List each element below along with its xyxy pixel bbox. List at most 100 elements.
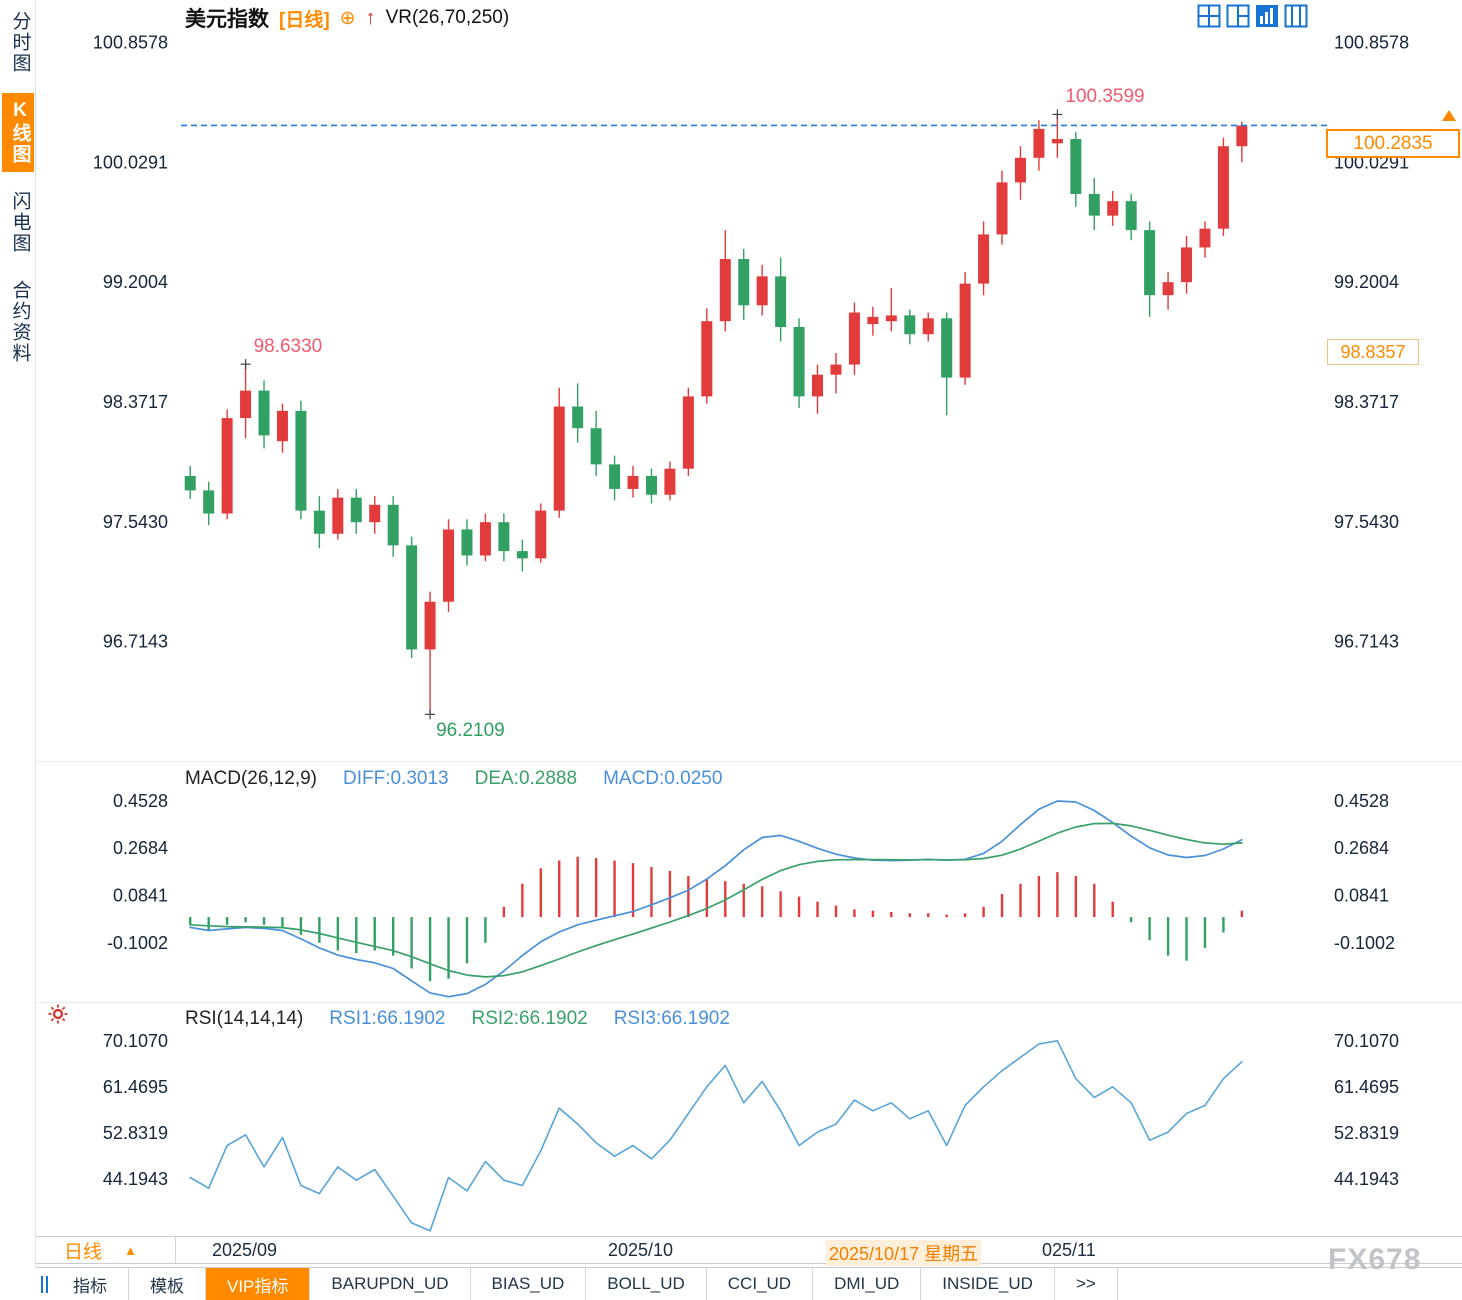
candle-body bbox=[867, 316, 879, 325]
reference-price-badge: 98.8357 bbox=[1327, 339, 1419, 365]
candle-body bbox=[941, 318, 953, 378]
time-axis-row: 日线 ▲ 2025/09 2025/10 2025/10/17 星期五 025/11 bbox=[36, 1236, 1462, 1266]
tab-drag-handle[interactable] bbox=[36, 1268, 52, 1300]
candle-body bbox=[922, 318, 934, 335]
candle-body bbox=[627, 475, 639, 489]
rsi2-value: RSI2:66.1902 bbox=[471, 1008, 588, 1029]
symbol-name: 美元指数 bbox=[185, 8, 269, 31]
candle-body bbox=[645, 475, 657, 495]
bottom-tab-6[interactable]: CCI_UD bbox=[707, 1268, 814, 1300]
axis-tick: 61.4695 bbox=[103, 1077, 168, 1097]
candle-body bbox=[830, 364, 842, 375]
axis-tick: 0.4528 bbox=[113, 791, 168, 811]
candle-body bbox=[756, 276, 768, 306]
candle-body bbox=[682, 396, 694, 469]
candle-body bbox=[812, 374, 824, 397]
candle-body bbox=[535, 510, 547, 559]
candle-body bbox=[1125, 201, 1137, 231]
indicator-line bbox=[189, 822, 1243, 978]
candle-body bbox=[959, 283, 971, 378]
axis-tick: -0.1002 bbox=[107, 933, 168, 953]
candle-body bbox=[793, 326, 805, 397]
sidebar-item-0[interactable]: 分时图 bbox=[9, 11, 31, 74]
axis-tick: 0.4528 bbox=[1334, 791, 1389, 811]
candle-body bbox=[1181, 247, 1193, 283]
candle-body bbox=[1070, 139, 1082, 194]
candle-body bbox=[258, 390, 270, 436]
sidebar-item-2[interactable]: 闪电图 bbox=[9, 191, 31, 254]
candle-body bbox=[1144, 230, 1156, 296]
axis-tick: 52.8319 bbox=[103, 1123, 168, 1143]
layout-quad-icon[interactable] bbox=[1197, 4, 1221, 28]
axis-tick: 100.0291 bbox=[93, 152, 168, 172]
up-arrow-icon: ↑ bbox=[365, 6, 376, 29]
axis-tick: 44.1943 bbox=[1334, 1169, 1399, 1189]
axis-tick: 0.0841 bbox=[113, 886, 168, 906]
candle-body bbox=[1088, 193, 1100, 216]
sidebar: 分时图 K线图闪电图合约资料 bbox=[0, 0, 36, 1268]
candle-body bbox=[664, 468, 676, 495]
chart-header: 美元指数 [日线] ⊕ ↑ VR(26,70,250) bbox=[185, 5, 510, 32]
candle-body bbox=[332, 497, 344, 534]
swing-high-annotation: 98.6330 bbox=[253, 336, 323, 358]
axis-tick: -0.1002 bbox=[1334, 933, 1395, 953]
candle-body bbox=[1236, 125, 1248, 147]
candle-body bbox=[701, 321, 713, 397]
bottom-tab-5[interactable]: BOLL_UD bbox=[586, 1268, 707, 1300]
candle-body bbox=[1107, 201, 1119, 216]
candle-body bbox=[498, 522, 510, 552]
layout-icon-group bbox=[1197, 4, 1308, 28]
bottom-tab-1[interactable]: 模板 bbox=[129, 1268, 206, 1300]
candle-body bbox=[848, 312, 860, 365]
candle-body bbox=[609, 464, 621, 489]
axis-tick: 97.5430 bbox=[1334, 512, 1399, 532]
scroll-latest-arrow-icon[interactable] bbox=[1442, 110, 1456, 121]
candle-body bbox=[240, 390, 252, 419]
last-price-badge: 100.2835 bbox=[1326, 129, 1460, 158]
macd-diff-value: DIFF:0.3013 bbox=[343, 768, 449, 789]
axis-tick: 70.1070 bbox=[1334, 1031, 1399, 1051]
candle-body bbox=[572, 406, 584, 429]
watermark: FX678 bbox=[1328, 1243, 1422, 1276]
indicator-hot-icon[interactable] bbox=[48, 1004, 68, 1029]
candle-body bbox=[1162, 282, 1174, 296]
axis-tick: 98.3717 bbox=[103, 392, 168, 412]
candle-body bbox=[885, 315, 897, 322]
panel-divider bbox=[36, 1002, 1462, 1003]
candle-body bbox=[978, 234, 990, 284]
axis-tick: 44.1943 bbox=[103, 1169, 168, 1189]
candle-body bbox=[1033, 128, 1045, 158]
candle-body bbox=[516, 551, 528, 559]
indicator-line bbox=[189, 1040, 1243, 1232]
layout-chart-icon[interactable] bbox=[1255, 4, 1279, 28]
bottom-tab-7[interactable]: DMI_UD bbox=[813, 1268, 922, 1300]
candle-body bbox=[1014, 157, 1026, 183]
layout-one-two-icon[interactable] bbox=[1226, 4, 1250, 28]
bottom-tab-8[interactable]: INSIDE_UD bbox=[921, 1268, 1055, 1300]
candle-body bbox=[719, 259, 731, 322]
sidebar-item-1[interactable]: K线图 bbox=[1, 93, 34, 172]
sidebar-item-3[interactable]: 合约资料 bbox=[9, 280, 31, 364]
candle-body bbox=[406, 545, 418, 650]
bottom-tab-4[interactable]: BIAS_UD bbox=[471, 1268, 587, 1300]
candle-body bbox=[295, 410, 307, 511]
layout-split-icon[interactable] bbox=[1284, 4, 1308, 28]
axis-tick: 99.2004 bbox=[103, 272, 168, 292]
rsi-title: RSI(14,14,14) bbox=[185, 1008, 304, 1029]
bottom-tab-2[interactable]: VIP指标 bbox=[206, 1268, 311, 1300]
candle-body bbox=[350, 497, 362, 523]
bottom-tab-3[interactable]: BARUPDN_UD bbox=[310, 1268, 471, 1300]
bottom-tab-9[interactable]: >> bbox=[1055, 1268, 1118, 1300]
panel-divider bbox=[36, 761, 1462, 762]
high-price-annotation: 100.3599 bbox=[1065, 86, 1145, 108]
period-tag: [日线] bbox=[279, 9, 330, 31]
candle-body bbox=[276, 410, 288, 442]
vr-indicator-label: VR(26,70,250) bbox=[385, 7, 510, 28]
bottom-tab-0[interactable]: 指标 bbox=[52, 1268, 129, 1300]
xaxis-label: 2025/10 bbox=[608, 1240, 674, 1260]
period-selector[interactable]: 日线 ▲ bbox=[36, 1237, 176, 1263]
candle-body bbox=[387, 504, 399, 546]
circle-plus-icon[interactable]: ⊕ bbox=[339, 7, 356, 29]
